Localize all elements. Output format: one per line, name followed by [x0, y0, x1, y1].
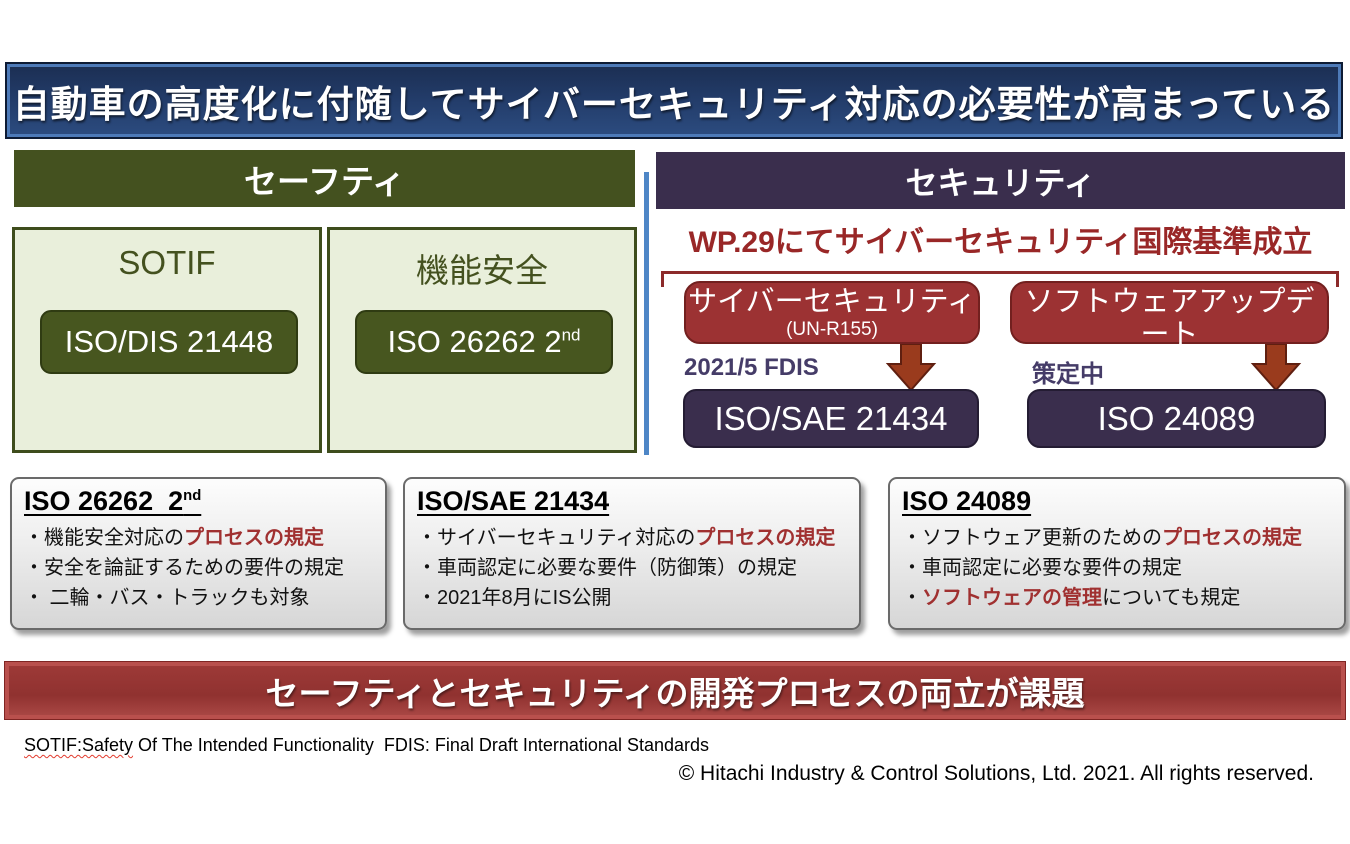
copyright-notice: © Hitachi Industry & Control Solutions, …: [678, 762, 1314, 785]
detail-box-iso-sae-21434: ISO/SAE 21434 ・サイバーセキュリティ対応のプロセスの規定 ・車両認…: [403, 477, 861, 630]
detail-bullet: ・車両認定に必要な要件の規定: [902, 557, 1182, 579]
sotif-standard-pill: ISO/DIS 21448: [40, 310, 298, 374]
detail-bullet: ・ソフトウェアの管理についても規定: [902, 587, 1241, 609]
safety-section-header: セーフティ: [14, 150, 635, 207]
fdis-status-label: 2021/5 FDIS: [684, 354, 819, 381]
detail-box-title: ISO 26262 2nd: [24, 486, 202, 516]
iso-24089-text: ISO 24089: [1097, 399, 1256, 437]
sotif-standard-text: ISO/DIS 21448: [64, 324, 274, 359]
abbreviation-footnote: SOTIF:Safety Of The Intended Functionali…: [24, 735, 709, 755]
cybersecurity-regulation-pill: サイバーセキュリティ (UN-R155): [684, 281, 980, 344]
sotif-box: SOTIF ISO/DIS 21448: [12, 227, 322, 453]
arrow-down-icon: [1250, 344, 1302, 391]
wp29-subtitle: WP.29にてサイバーセキュリティ国際基準成立: [688, 226, 1313, 259]
detail-bullet: ・サイバーセキュリティ対応のプロセスの規定: [417, 527, 836, 549]
functional-safety-standard-text: ISO 26262 2nd: [387, 324, 581, 359]
detail-bullet: ・ 二輪・バス・トラックも対象: [24, 587, 310, 609]
functional-safety-box: 機能安全 ISO 26262 2nd: [327, 227, 637, 453]
software-update-regulation-number: (UN-R156): [1123, 352, 1216, 373]
security-section-header: セキュリティ: [656, 152, 1345, 209]
functional-safety-standard-pill: ISO 26262 2nd: [355, 310, 613, 374]
functional-safety-label: 機能安全: [416, 252, 548, 289]
detail-box-iso-26262: ISO 26262 2nd ・機能安全対応のプロセスの規定 ・安全を論証するため…: [10, 477, 387, 630]
section-divider-line: [644, 172, 649, 455]
conclusion-banner: セーフティとセキュリティの開発プロセスの両立が課題: [4, 661, 1346, 720]
detail-bullet: ・車両認定に必要な要件（防御策）の規定: [417, 557, 797, 579]
iso-sae-21434-text: ISO/SAE 21434: [714, 399, 948, 437]
software-update-regulation-pill: ソフトウェアアップデート (UN-R156): [1010, 281, 1329, 373]
detail-bullet: ・2021年8月にIS公開: [417, 587, 612, 609]
title-banner-text: 自動車の高度化に付随してサイバーセキュリティ対応の必要性が高まっている: [12, 83, 1336, 125]
detail-box-title: ISO 24089: [902, 486, 1032, 516]
security-header-label: セキュリティ: [905, 164, 1096, 201]
arrow-down-icon: [885, 344, 937, 391]
drafting-status-label: 策定中: [1032, 361, 1104, 388]
conclusion-banner-text: セーフティとセキュリティの開発プロセスの両立が課題: [265, 674, 1085, 712]
bracket-line: [661, 271, 1339, 287]
iso-24089-box: ISO 24089: [1027, 389, 1326, 448]
cybersecurity-regulation-name: サイバーセキュリティ: [688, 286, 976, 318]
detail-bullet: ・機能安全対応のプロセスの規定: [24, 527, 324, 549]
sotif-label: SOTIF: [118, 244, 216, 281]
detail-box-title: ISO/SAE 21434: [417, 486, 610, 516]
cybersecurity-regulation-number: (UN-R155): [786, 319, 878, 340]
detail-bullet: ・ソフトウェア更新のためのプロセスの規定: [902, 527, 1302, 549]
detail-bullet: ・安全を論証するための要件の規定: [24, 557, 344, 579]
safety-header-label: セーフティ: [243, 162, 406, 200]
iso-sae-21434-box: ISO/SAE 21434: [683, 389, 979, 448]
software-update-regulation-name: ソフトウェアアップデート: [1024, 286, 1315, 351]
detail-box-iso-24089: ISO 24089 ・ソフトウェア更新のためのプロセスの規定 ・車両認定に必要な…: [888, 477, 1346, 630]
title-banner: 自動車の高度化に付随してサイバーセキュリティ対応の必要性が高まっている: [5, 62, 1343, 139]
